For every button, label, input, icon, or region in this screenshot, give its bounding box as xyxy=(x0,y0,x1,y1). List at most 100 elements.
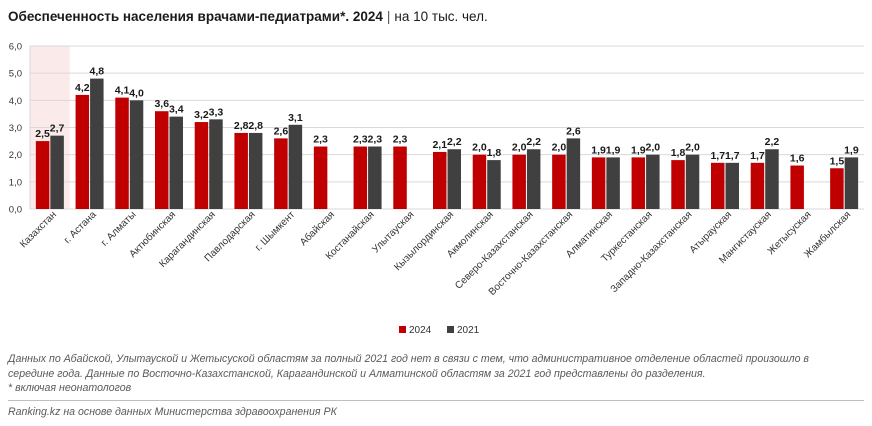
data-label: 1,9 xyxy=(591,144,606,156)
title-main: Обеспеченность населения врачами-педиатр… xyxy=(8,9,383,24)
bar-2021 xyxy=(447,149,461,209)
data-label: 2,0 xyxy=(646,142,661,154)
x-tick-label: Западно-Казахстанская xyxy=(609,209,695,295)
data-label: 4,2 xyxy=(75,82,90,94)
data-label: 1,6 xyxy=(790,153,805,165)
data-label: 2,0 xyxy=(685,142,700,154)
bar-2021 xyxy=(844,157,859,209)
data-label: 3,3 xyxy=(209,106,224,118)
bar-2021 xyxy=(487,160,501,209)
title-separator: | xyxy=(386,9,391,24)
bar-chart: 0,01,02,03,04,05,06,02,5 2,7Казахстан4,24… xyxy=(9,42,864,336)
bar-2021 xyxy=(50,135,64,209)
bar-2024 xyxy=(353,146,368,209)
data-label: 1,8 xyxy=(487,147,502,159)
footnote-line-2: середине года. Данные по Восточно-Казахс… xyxy=(8,367,706,380)
bar-2021 xyxy=(526,149,541,209)
y-tick-label: 0,0 xyxy=(9,205,22,216)
x-tick-label: Северо-Казахстанская xyxy=(453,209,535,291)
bar-2021 xyxy=(685,154,700,209)
bar-2021 xyxy=(288,124,303,209)
bar-2024 xyxy=(433,151,447,209)
data-label: 1,9 xyxy=(606,144,621,156)
bar-2024 xyxy=(631,157,646,209)
source-note: Ranking.kz на основе данных Министерства… xyxy=(8,406,337,418)
bar-2024 xyxy=(750,162,765,209)
bar-2021 xyxy=(90,78,104,209)
x-tick-label: г. Алматы xyxy=(99,209,138,248)
bar-2024 xyxy=(711,162,725,209)
bar-2024 xyxy=(194,122,209,209)
data-label: 1,7 xyxy=(750,150,765,162)
y-tick-label: 6,0 xyxy=(9,42,22,53)
data-label: 2,6 xyxy=(566,125,581,137)
data-label: 4,8 xyxy=(90,66,105,78)
bar-2021 xyxy=(646,154,660,209)
bar-2021 xyxy=(725,162,739,209)
bar-2024 xyxy=(274,138,288,209)
data-label: 2,8 xyxy=(234,120,249,132)
x-tick-label: г. Астана xyxy=(62,209,99,246)
legend-label: 2021 xyxy=(457,325,480,336)
x-tick-label: Казахстан xyxy=(18,209,59,250)
data-label: 1,7 xyxy=(710,150,725,162)
data-label: 1,8 xyxy=(671,147,686,159)
data-label: 2,1 xyxy=(432,139,447,151)
title-unit: на 10 тыс. чел. xyxy=(394,9,488,24)
bar-2024 xyxy=(313,146,328,209)
y-tick-label: 2,0 xyxy=(9,150,22,161)
footnote-line-1: Данных по Абайской, Улытауской и Жетысус… xyxy=(8,353,809,365)
bar-2024 xyxy=(591,157,606,209)
chart-title: Обеспеченность населения врачами-педиатр… xyxy=(8,9,488,24)
data-label: 2,3 xyxy=(353,134,368,146)
data-label: 3,6 xyxy=(154,98,169,110)
divider xyxy=(8,400,864,401)
legend-swatch-2021 xyxy=(447,326,454,333)
data-label: 2,3 xyxy=(393,134,408,146)
x-tick-label: Абайская xyxy=(297,209,337,249)
bar-2024 xyxy=(790,165,804,209)
data-label: 4,1 xyxy=(115,85,130,97)
bar-2024 xyxy=(393,146,407,209)
bar-2021 xyxy=(129,100,144,209)
bar-2024 xyxy=(512,154,526,209)
bar-2021 xyxy=(765,149,779,209)
data-label: 2,8 xyxy=(248,120,263,132)
data-label: 4,0 xyxy=(129,87,144,99)
bar-2024 xyxy=(115,97,129,209)
data-label: 2,0 xyxy=(512,142,527,154)
data-label: 2,3 xyxy=(368,134,383,146)
data-label: 1,9 xyxy=(844,144,859,156)
x-tick-label: г. Шымкент xyxy=(253,209,297,253)
data-label: 2,2 xyxy=(447,136,462,148)
bar-2024 xyxy=(75,94,90,209)
bar-2021 xyxy=(248,132,263,209)
data-label: 2,3 xyxy=(313,134,328,146)
data-label: 3,2 xyxy=(194,109,209,121)
y-tick-label: 3,0 xyxy=(9,123,22,134)
bar-2024 xyxy=(472,154,487,209)
x-tick-label: Восточно-Казахстанская xyxy=(487,209,575,297)
data-label: 1,9 xyxy=(631,144,646,156)
bar-2021 xyxy=(566,138,581,209)
footnotes: Данных по Абайской, Улытауской и Жетысус… xyxy=(8,352,864,396)
bar-2021 xyxy=(169,116,183,209)
data-label: 1,7 xyxy=(725,150,740,162)
bar-2024 xyxy=(234,132,248,209)
bar-2021 xyxy=(209,119,223,209)
data-label: 2,5 xyxy=(35,128,50,140)
bar-2024 xyxy=(155,111,169,209)
data-label: 2,0 xyxy=(552,142,567,154)
data-label: 2,7 xyxy=(50,123,65,135)
data-label: 2,0 xyxy=(472,142,487,154)
bar-2024 xyxy=(671,160,685,209)
y-tick-label: 4,0 xyxy=(9,96,22,107)
bar-2021 xyxy=(606,157,620,209)
bar-2024 xyxy=(35,141,50,209)
legend-label: 2024 xyxy=(409,325,432,336)
bar-2021 xyxy=(368,146,382,209)
data-label: 2,2 xyxy=(526,136,541,148)
data-label: 2,2 xyxy=(765,136,780,148)
y-tick-label: 5,0 xyxy=(9,69,22,80)
bar-2024 xyxy=(552,154,566,209)
